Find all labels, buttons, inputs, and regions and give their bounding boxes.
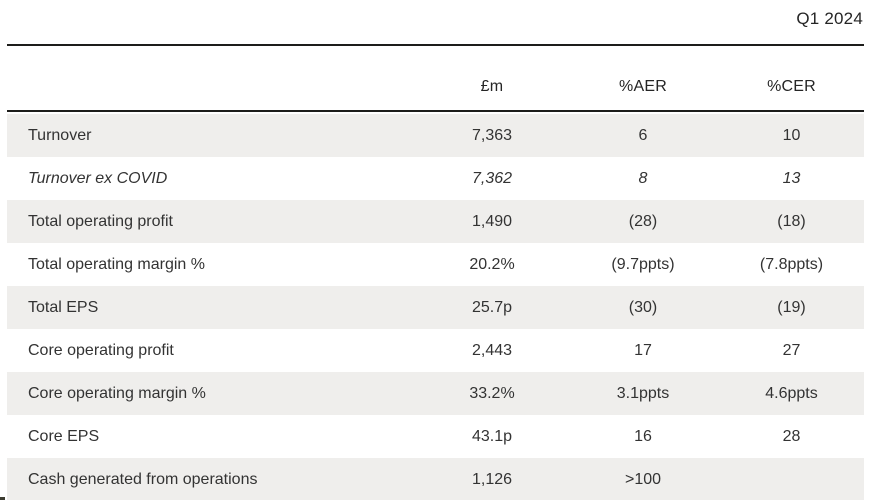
row-label: Core operating profit xyxy=(28,341,174,359)
top-rule xyxy=(7,44,864,46)
table-row-cash-generated-from-operations: Cash generated from operations 1,126 >10… xyxy=(7,458,864,500)
cell-value-m: 33.2% xyxy=(469,384,515,402)
row-label: Turnover xyxy=(28,126,92,144)
cell-value-aer: 3.1ppts xyxy=(616,384,670,402)
row-label: Core EPS xyxy=(28,427,100,445)
cell-value-cer: 27 xyxy=(782,341,801,359)
cell-value-m: 1,126 xyxy=(471,470,513,488)
cell-value-m: 7,363 xyxy=(471,126,513,144)
cell-value-m: 1,490 xyxy=(471,212,513,230)
cropped-border-fragment xyxy=(0,497,5,500)
cell-value-cer: (18) xyxy=(777,212,806,230)
cell-value-m: 25.7p xyxy=(471,298,513,316)
cell-value-aer: 17 xyxy=(634,341,652,359)
row-label: Core operating margin % xyxy=(28,384,206,402)
cell-value-cer: 13 xyxy=(782,169,801,187)
cell-value-aer: >100 xyxy=(624,470,662,488)
table-body: Turnover 7,363 6 10 Turnover ex COVID 7,… xyxy=(7,114,864,500)
cell-value-aer: (28) xyxy=(628,212,658,230)
column-header-row: £m %AER %CER xyxy=(7,46,864,110)
table-row-total-operating-profit: Total operating profit 1,490 (28) (18) xyxy=(7,200,864,243)
table-row-core-eps: Core EPS 43.1p 16 28 xyxy=(7,415,864,458)
table-row-core-operating-profit: Core operating profit 2,443 17 27 xyxy=(7,329,864,372)
period-label: Q1 2024 xyxy=(796,9,863,28)
cell-value-aer: 8 xyxy=(638,169,648,187)
row-label: Total operating margin % xyxy=(28,255,205,273)
cell-value-m: 20.2% xyxy=(469,255,515,273)
column-header-cer: %CER xyxy=(767,78,816,95)
table-row-total-operating-margin: Total operating margin % 20.2% (9.7ppts)… xyxy=(7,243,864,286)
cell-value-aer: (9.7ppts) xyxy=(611,255,675,273)
cell-value-aer: (30) xyxy=(628,298,658,316)
cell-value-cer: (19) xyxy=(777,298,806,316)
cell-value-aer: 6 xyxy=(638,126,648,144)
row-label: Turnover ex COVID xyxy=(28,169,168,187)
header-rule xyxy=(7,110,864,112)
cell-value-cer: (7.8ppts) xyxy=(759,255,824,273)
row-label: Total EPS xyxy=(28,298,99,316)
table-row-turnover: Turnover 7,363 6 10 xyxy=(7,114,864,157)
cell-value-aer: 16 xyxy=(634,427,652,445)
row-label: Total operating profit xyxy=(28,212,173,230)
column-header-gbp-millions: £m xyxy=(480,78,504,95)
cell-value-cer: 10 xyxy=(782,126,801,144)
cell-value-cer: 4.6ppts xyxy=(765,384,818,402)
table-row-turnover-ex-covid: Turnover ex COVID 7,362 8 13 xyxy=(7,157,864,200)
cell-value-cer: 28 xyxy=(782,427,801,445)
cell-value-m: 2,443 xyxy=(471,341,513,359)
cell-value-m: 43.1p xyxy=(471,427,513,445)
table-row-core-operating-margin: Core operating margin % 33.2% 3.1ppts 4.… xyxy=(7,372,864,415)
results-table-section: Q1 2024 £m %AER %CER Turnover 7,363 6 10… xyxy=(7,0,864,500)
table-row-total-eps: Total EPS 25.7p (30) (19) xyxy=(7,286,864,329)
cell-value-m: 7,362 xyxy=(471,169,513,187)
row-label: Cash generated from operations xyxy=(28,470,258,488)
column-header-aer: %AER xyxy=(619,78,667,95)
